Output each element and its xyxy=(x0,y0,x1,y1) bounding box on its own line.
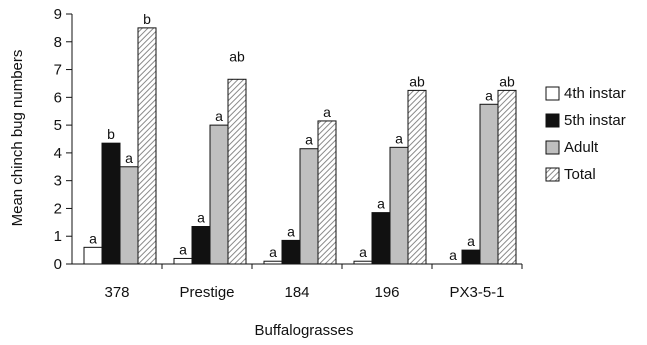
x-tick-label: PX3-5-1 xyxy=(449,284,504,301)
y-tick-label: 5 xyxy=(54,117,62,134)
y-tick-label: 1 xyxy=(54,228,62,245)
x-tick-label: Prestige xyxy=(179,284,234,301)
bar xyxy=(227,78,247,265)
bar xyxy=(371,212,391,265)
bar xyxy=(209,124,229,265)
significance-letter: a xyxy=(215,108,223,124)
y-tick-label: 4 xyxy=(54,145,62,162)
legend-swatch xyxy=(545,113,560,128)
significance-letter: a xyxy=(125,150,133,166)
bar xyxy=(101,142,121,265)
bar xyxy=(173,257,193,265)
bar xyxy=(191,226,211,265)
legend: 4th instar 5th instar Adult Total xyxy=(545,85,626,183)
legend-label: Total xyxy=(564,166,596,183)
significance-letter: ab xyxy=(499,73,515,89)
bar xyxy=(137,27,157,265)
bar xyxy=(281,239,301,265)
significance-letter: a xyxy=(89,230,97,246)
y-tick-label: 3 xyxy=(54,173,62,190)
bar xyxy=(83,246,103,265)
significance-letter: ab xyxy=(409,73,425,89)
y-tick-label: 9 xyxy=(54,6,62,23)
legend-label: 4th instar xyxy=(564,85,626,102)
y-tick-label: 7 xyxy=(54,62,62,79)
significance-letter: a xyxy=(485,87,493,103)
bar xyxy=(479,103,499,265)
x-tick-label: 196 xyxy=(374,284,399,301)
significance-letter: a xyxy=(197,210,205,226)
legend-swatch xyxy=(545,86,560,101)
bar xyxy=(389,146,409,265)
significance-letter: b xyxy=(143,11,151,27)
legend-label: 5th instar xyxy=(564,112,626,129)
bar xyxy=(497,89,517,265)
legend-swatch xyxy=(545,167,560,182)
significance-letter: a xyxy=(269,244,277,260)
bar xyxy=(461,249,481,265)
significance-letter: a xyxy=(323,104,331,120)
y-axis-title: Mean chinch bug numbers xyxy=(9,50,26,227)
bar xyxy=(299,148,319,265)
bar xyxy=(119,166,139,265)
significance-letter: a xyxy=(305,132,313,148)
legend-swatch xyxy=(545,140,560,155)
bar xyxy=(317,120,337,265)
x-tick-label: 378 xyxy=(104,284,129,301)
x-tick-label: 184 xyxy=(284,284,309,301)
y-tick-label: 8 xyxy=(54,34,62,51)
significance-letter: ab xyxy=(229,48,245,64)
bars xyxy=(83,27,517,265)
y-tick-label: 2 xyxy=(54,200,62,217)
bar xyxy=(407,89,427,265)
y-tick-label: 0 xyxy=(54,256,62,273)
significance-letter: a xyxy=(179,241,187,257)
significance-letter: a xyxy=(449,247,457,263)
y-tick-label: 6 xyxy=(54,89,62,106)
significance-letter: a xyxy=(287,223,295,239)
significance-letter: b xyxy=(107,126,115,142)
significance-letter: a xyxy=(377,196,385,212)
significance-letter: a xyxy=(395,130,403,146)
x-axis-title: Buffalograsses xyxy=(255,322,354,339)
significance-letter: a xyxy=(467,233,475,249)
significance-letter: a xyxy=(359,244,367,260)
legend-label: Adult xyxy=(564,139,599,156)
